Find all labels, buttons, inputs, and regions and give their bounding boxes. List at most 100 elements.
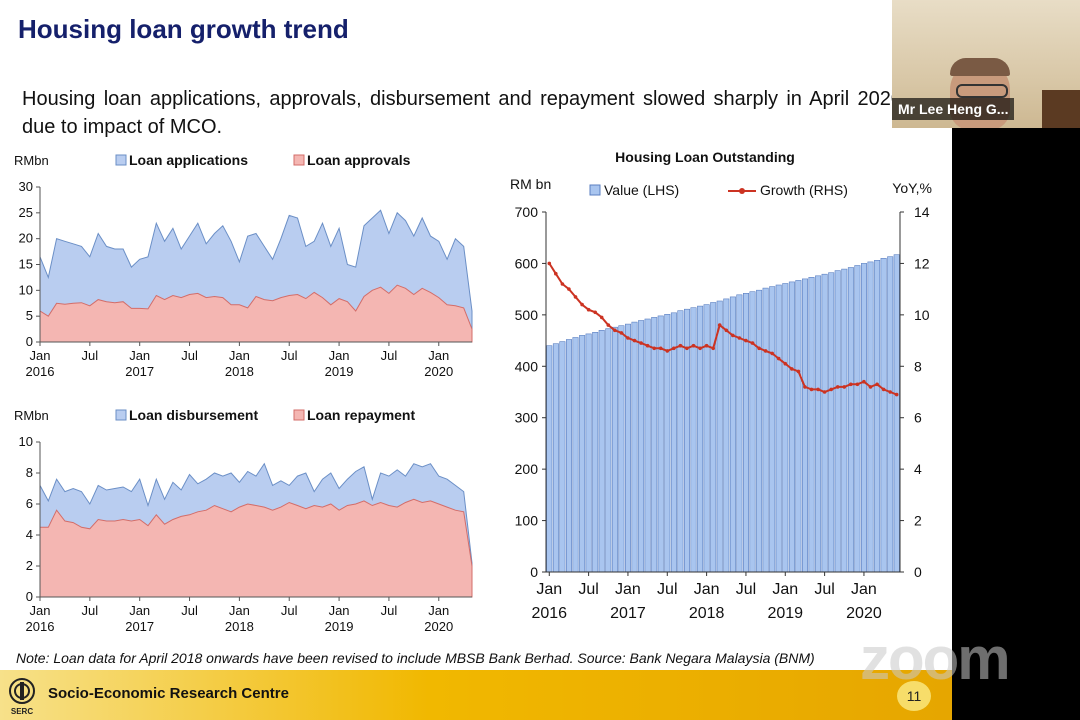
applications-approvals-chart: RMbn Loan applications Loan approvals 0 5 10 1… — [14, 152, 473, 379]
legend-swatch-value — [589, 184, 601, 196]
growth-point — [685, 346, 689, 351]
legend-swatch — [115, 154, 127, 166]
growth-point — [790, 367, 794, 371]
y-tick-label: 0 — [26, 334, 33, 349]
footer-org-name: Socio-Economic Research Centre — [48, 685, 289, 702]
growth-point — [678, 343, 683, 348]
growth-point — [639, 341, 643, 345]
left-y-tick-label: 100 — [515, 513, 539, 529]
growth-point — [881, 387, 886, 392]
bar — [677, 310, 684, 573]
growth-point — [626, 336, 630, 340]
x-tick-year-label: 2018 — [689, 605, 725, 622]
growth-point — [731, 333, 735, 338]
legend-swatch — [293, 154, 305, 166]
legend-label-value: Value (LHS) — [604, 182, 679, 198]
left-y-tick-label: 500 — [515, 307, 539, 323]
growth-point — [580, 302, 584, 307]
left-axis-label: RM bn — [510, 176, 551, 192]
bar — [893, 254, 900, 573]
growth-point — [665, 349, 670, 353]
x-tick-year-label: 2016 — [26, 619, 55, 634]
growth-point — [757, 346, 761, 351]
x-tick-year-label: 2018 — [225, 364, 254, 379]
y-tick-label: 5 — [26, 308, 33, 323]
growth-point — [717, 323, 722, 327]
left-y-tick-label: 200 — [515, 461, 539, 477]
growth-point — [652, 346, 656, 351]
glasses — [956, 84, 1008, 98]
x-tick-year-label: 2017 — [610, 605, 646, 622]
bar — [631, 321, 638, 573]
growth-point — [822, 390, 827, 394]
x-tick-label: Jan — [329, 348, 350, 363]
legend-label-growth: Growth (RHS) — [760, 182, 848, 198]
growth-point — [724, 328, 729, 333]
page-number: 11 — [897, 681, 931, 711]
series-area-lower — [39, 498, 473, 598]
growth-point — [803, 385, 807, 389]
x-tick-label: Jan — [851, 581, 877, 598]
x-tick-label: Jan — [229, 348, 250, 363]
growth-point — [567, 287, 571, 291]
legend-swatch — [115, 409, 127, 421]
series-area-lower — [39, 284, 473, 343]
growth-point — [599, 315, 604, 320]
x-tick-label: Jan — [129, 348, 150, 363]
growth-point — [632, 338, 637, 343]
x-tick-label: Jan — [229, 603, 250, 618]
x-tick-label: Jan — [536, 581, 562, 598]
bar — [867, 261, 874, 573]
x-tick-label: Jul — [381, 348, 398, 363]
growth-point — [658, 346, 663, 351]
x-tick-year-label: 2016 — [531, 605, 567, 622]
bar — [729, 296, 736, 573]
x-tick-label: Jan — [615, 581, 641, 598]
x-tick-year-label: 2017 — [125, 364, 154, 379]
growth-point — [776, 356, 781, 361]
bar — [552, 343, 559, 573]
participant-name-tag: Mr Lee Heng G... — [892, 98, 1015, 120]
x-tick-year-label: 2017 — [125, 619, 154, 634]
bar — [638, 320, 645, 573]
growth-point — [547, 261, 552, 266]
slide-subtitle: Housing loan applications, approvals, di… — [22, 88, 902, 138]
bar — [762, 287, 769, 573]
x-tick-label: Jul — [281, 348, 298, 363]
bar — [756, 289, 763, 573]
growth-point — [586, 307, 591, 312]
bar — [854, 265, 861, 573]
left-y-tick-label: 400 — [515, 358, 539, 374]
bar — [566, 339, 573, 573]
growth-point — [809, 387, 814, 392]
growth-point — [744, 338, 748, 343]
bar — [887, 256, 894, 573]
growth-point — [619, 331, 624, 335]
participant-video-tile[interactable]: Mr Lee Heng G... — [892, 0, 1080, 128]
x-tick-label: Jul — [736, 581, 756, 598]
growth-point — [842, 385, 847, 389]
growth-point — [672, 346, 676, 351]
x-tick-label: Jan — [772, 581, 798, 598]
bar — [808, 277, 815, 573]
y-tick-label: 0 — [26, 589, 33, 604]
growth-point — [796, 369, 801, 374]
x-tick-label: Jul — [381, 603, 398, 618]
bar — [697, 305, 704, 573]
y-tick-label: 25 — [19, 205, 33, 220]
bar — [618, 325, 625, 573]
growth-point — [875, 382, 879, 387]
x-tick-label: Jan — [30, 603, 51, 618]
x-tick-year-label: 2016 — [26, 364, 55, 379]
bar — [775, 284, 782, 573]
bar — [670, 312, 677, 573]
presentation-slide: Housing loan growth trend Housing loan a… — [0, 0, 952, 720]
y-tick-label: 10 — [19, 282, 33, 297]
participant-hair — [950, 58, 1010, 76]
growth-point — [763, 349, 768, 353]
bar — [651, 317, 658, 573]
x-tick-year-label: 2019 — [325, 619, 354, 634]
x-tick-label: Jul — [181, 603, 198, 618]
x-tick-label: Jan — [329, 603, 350, 618]
housing-loan-outstanding-chart: Housing Loan Outstanding RM bn YoY,% Value … — [510, 149, 932, 622]
